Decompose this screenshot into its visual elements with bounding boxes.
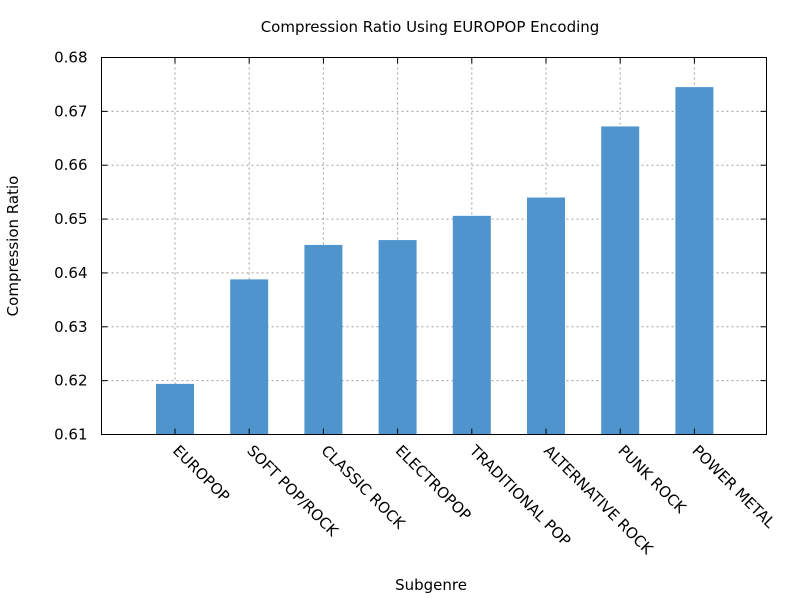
plot-frame [101,57,767,435]
y-tick-label: 0.68 [54,49,87,67]
y-tick-label: 0.67 [54,102,87,120]
y-axis-label: Compression Ratio [4,176,22,317]
y-tick-label: 0.63 [54,318,87,336]
chart-title: Compression Ratio Using EUROPOP Encoding [261,18,600,36]
bar [230,279,269,435]
x-axis-label: Subgenre [395,576,467,594]
bar [156,383,194,435]
y-tick-label: 0.62 [54,372,87,390]
x-tick-label: ELECTROPOP [392,442,475,525]
x-tick-label: POWER METAL [689,442,780,533]
y-tick-label: 0.66 [54,156,87,174]
bar [601,126,640,435]
bars [156,87,714,435]
y-ticks: 0.61 0.62 0.63 0.64 0.65 0.66 0.67 0.68 [54,49,767,444]
bar [675,87,714,435]
y-tick-label: 0.65 [54,210,87,228]
x-tick-label: EUROPOP [169,442,233,506]
x-tick-label: PUNK ROCK [614,442,690,518]
y-tick-label: 0.61 [54,426,87,444]
bar [378,240,417,435]
gridlines [101,57,767,435]
bar [527,197,565,435]
bar [304,244,343,435]
bar [452,215,491,435]
y-tick-label: 0.64 [54,264,87,282]
